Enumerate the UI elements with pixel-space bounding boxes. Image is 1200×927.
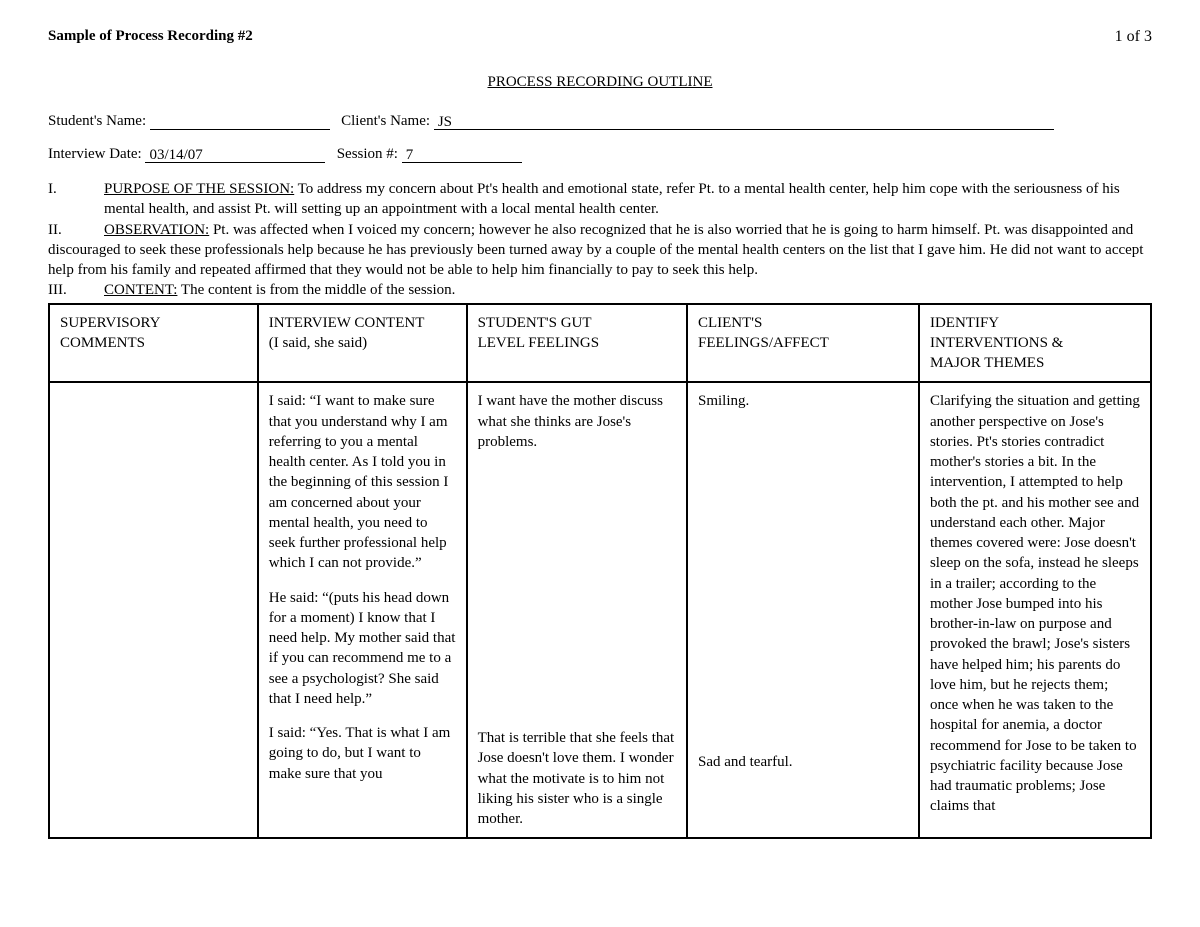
content-head: CONTENT:	[104, 282, 177, 298]
cell-student-feelings: I want have the mother discuss what she …	[467, 382, 687, 838]
client-p2: Sad and tearful.	[698, 752, 908, 772]
client-name-label: Client's Name:	[341, 113, 430, 129]
observation-head: OBSERVATION:	[104, 222, 209, 238]
th-student-feelings: STUDENT'S GUT LEVEL FEELINGS	[467, 304, 687, 383]
interview-p2: He said: “(puts his head down for a mome…	[269, 588, 456, 710]
table-header-row: SUPERVISORY COMMENTS INTERVIEW CONTENT (…	[49, 304, 1151, 383]
student-name-value	[150, 115, 330, 130]
page-header: Sample of Process Recording #2 1 of 3	[48, 28, 1152, 46]
th-supervisory: SUPERVISORY COMMENTS	[49, 304, 258, 383]
field-line-2: Interview Date: 03/14/07 Session #: 7	[48, 146, 1152, 163]
cell-supervisory	[49, 382, 258, 838]
interview-date-value: 03/14/07	[145, 148, 325, 163]
content-text: The content is from the middle of the se…	[177, 282, 455, 298]
header-right: 1 of 3	[1115, 28, 1152, 46]
field-line-1: Student's Name: Client's Name: JS	[48, 113, 1152, 130]
student-name-label: Student's Name:	[48, 113, 146, 129]
student-p2: That is terrible that she feels that Jos…	[478, 728, 676, 829]
header-left: Sample of Process Recording #2	[48, 28, 253, 46]
client-p1: Smiling.	[698, 391, 908, 411]
section-content: III.CONTENT: The content is from the mid…	[48, 280, 1152, 300]
roman-iii: III.	[48, 280, 104, 300]
roman-ii: II.	[48, 220, 104, 240]
sections: I. PURPOSE OF THE SESSION: To address my…	[48, 179, 1152, 301]
title-row: PROCESS RECORDING OUTLINE	[48, 74, 1152, 91]
roman-i: I.	[48, 179, 104, 220]
purpose-head: PURPOSE OF THE SESSION:	[104, 181, 294, 197]
th-interventions: IDENTIFY INTERVENTIONS & MAJOR THEMES	[919, 304, 1151, 383]
interview-date-label: Interview Date:	[48, 146, 142, 162]
session-no-value: 7	[402, 148, 522, 163]
section-observation: II.OBSERVATION: Pt. was affected when I …	[48, 220, 1152, 281]
process-table: SUPERVISORY COMMENTS INTERVIEW CONTENT (…	[48, 303, 1152, 840]
cell-interventions: Clarifying the situation and getting ano…	[919, 382, 1151, 838]
student-p1: I want have the mother discuss what she …	[478, 391, 676, 452]
th-client-feelings: CLIENT'S FEELINGS/AFFECT	[687, 304, 919, 383]
cell-client-feelings: Smiling. Sad and tearful.	[687, 382, 919, 838]
cell-interview-content: I said: “I want to make sure that you un…	[258, 382, 467, 838]
interview-p1: I said: “I want to make sure that you un…	[269, 391, 456, 573]
section-purpose: I. PURPOSE OF THE SESSION: To address my…	[48, 179, 1152, 220]
client-name-value: JS	[434, 115, 1054, 130]
observation-text: Pt. was affected when I voiced my concer…	[48, 222, 1143, 279]
interview-p3: I said: “Yes. That is what I am going to…	[269, 723, 456, 784]
th-interview-content: INTERVIEW CONTENT (I said, she said)	[258, 304, 467, 383]
document-title: PROCESS RECORDING OUTLINE	[487, 74, 712, 90]
session-no-label: Session #:	[337, 146, 398, 162]
table-row: I said: “I want to make sure that you un…	[49, 382, 1151, 838]
